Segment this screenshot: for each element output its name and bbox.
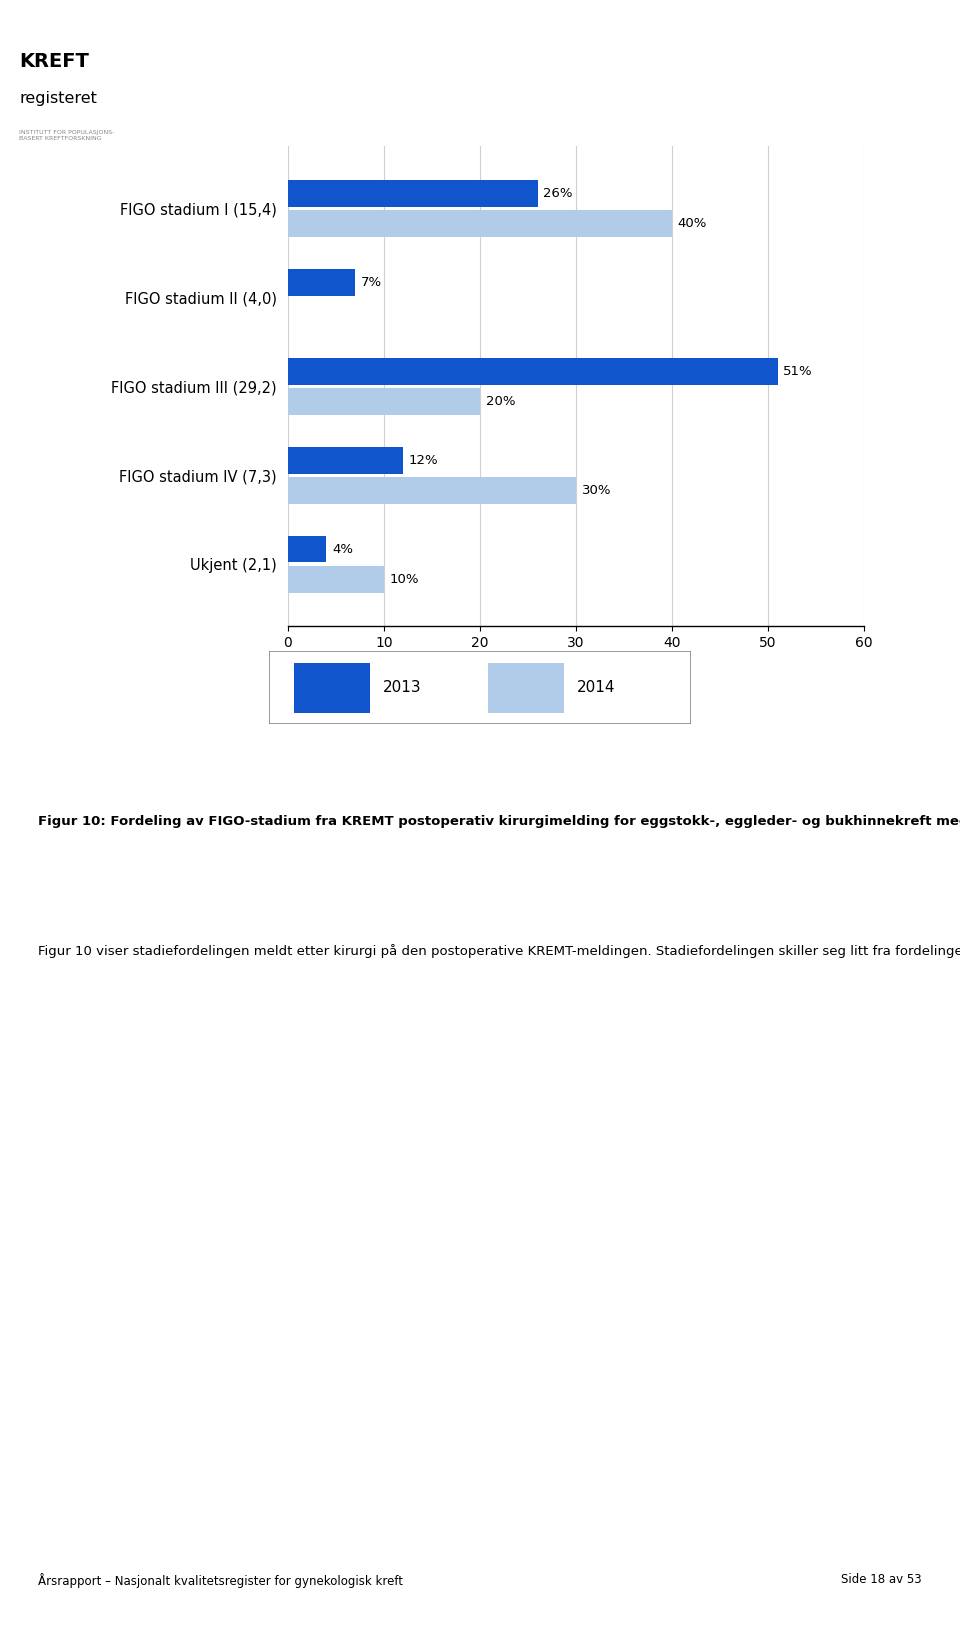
Text: KREFT: KREFT: [19, 52, 89, 72]
Text: 4%: 4%: [332, 542, 353, 555]
Text: Side 18 av 53: Side 18 av 53: [841, 1573, 922, 1586]
Bar: [288, 535, 326, 563]
Text: Årsrapport – Nasjonalt kvalitetsregister for gynekologisk kreft: Årsrapport – Nasjonalt kvalitetsregister…: [38, 1573, 403, 1588]
Text: 2013: 2013: [383, 680, 421, 695]
Bar: [288, 181, 538, 207]
Bar: [288, 566, 384, 592]
Text: 20%: 20%: [486, 395, 516, 408]
Bar: [489, 664, 564, 713]
X-axis label: Andel (%): Andel (%): [539, 661, 613, 677]
Text: INSTITUTT FOR POPULASJONS-
BASERT KREFTFORSKNING: INSTITUTT FOR POPULASJONS- BASERT KREFTF…: [19, 130, 114, 142]
Text: Figur 10 viser stadiefordelingen meldt etter kirurgi på den postoperative KREMT-: Figur 10 viser stadiefordelingen meldt e…: [38, 944, 960, 958]
Text: 10%: 10%: [390, 573, 420, 586]
Bar: [288, 210, 672, 238]
Bar: [288, 389, 480, 415]
Text: 7%: 7%: [361, 277, 382, 290]
Text: 12%: 12%: [409, 454, 439, 467]
Text: 30%: 30%: [582, 483, 612, 496]
Text: Figur 10: Fordeling av FIGO-stadium fra KREMT postoperativ kirurgimelding for eg: Figur 10: Fordeling av FIGO-stadium fra …: [38, 814, 960, 828]
Bar: [294, 664, 371, 713]
Text: 40%: 40%: [678, 218, 708, 231]
Text: 2014: 2014: [577, 680, 615, 695]
Bar: [288, 477, 576, 504]
Bar: [288, 358, 778, 384]
Bar: [288, 268, 355, 296]
Text: 51%: 51%: [783, 364, 813, 377]
Text: registeret: registeret: [19, 91, 97, 106]
Bar: [288, 447, 403, 473]
Text: 26%: 26%: [543, 187, 573, 200]
